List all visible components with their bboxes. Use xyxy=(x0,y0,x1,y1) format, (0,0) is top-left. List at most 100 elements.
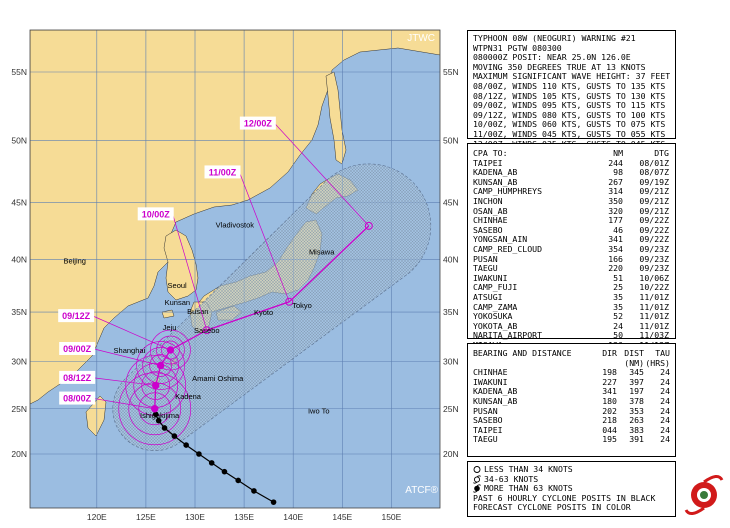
cpa-dtg: 08/01Z xyxy=(639,157,669,168)
forecast-time-label: 11/00Z xyxy=(209,167,237,177)
place-label: Iwo To xyxy=(308,407,330,416)
place-label: Ishigakijima xyxy=(140,411,180,420)
past-position-marker xyxy=(155,417,162,424)
place-label: Tokyo xyxy=(292,301,312,310)
bearing-location: CHINHAE xyxy=(473,367,508,378)
cpa-dtg: 09/23Z xyxy=(639,243,669,254)
past-position-marker xyxy=(171,433,178,439)
header-line: 09/00Z, WINDS 095 KTS, GUSTS TO 115 KTS xyxy=(473,100,666,111)
cpa-location: CAMP_FUJI xyxy=(473,282,518,293)
cpa-dtg: 11/01Z xyxy=(639,291,669,302)
cpa-distance-nm: 52 xyxy=(613,311,623,322)
bearing-dir: 227 xyxy=(602,376,617,387)
cpa-location: IWAKUNI xyxy=(473,272,508,283)
header-line: MOVING 350 DEGREES TRUE AT 13 KNOTS xyxy=(473,61,646,72)
longitude-label: 145E xyxy=(332,512,352,522)
header-line: 080000Z POSIT: NEAR 25.0N 126.0E xyxy=(473,52,631,63)
cpa-location: SASEBO xyxy=(473,224,503,235)
bearing-header-row: BEARING AND DISTANCE DIR DIST TAU xyxy=(473,348,670,359)
map-frame xyxy=(29,29,441,509)
open-circle-icon xyxy=(473,466,481,474)
cpa-distance-nm: 35 xyxy=(613,291,623,302)
past-position-marker xyxy=(270,499,277,505)
cpa-distance-nm: 51 xyxy=(613,272,623,283)
cpa-distance-nm: 314 xyxy=(608,186,623,197)
place-label: Sasebo xyxy=(194,326,219,335)
cpa-location: CAMP_ZAMA xyxy=(473,301,518,312)
bearing-location: PUSAN xyxy=(473,405,498,416)
bearing-panel: BEARING AND DISTANCE DIR DIST TAU (NM) (… xyxy=(467,343,676,457)
bearing-header-tau: TAU xyxy=(655,348,670,358)
forecast-label-leader xyxy=(94,348,161,366)
cpa-row: TAIPEI 244 08/01Z xyxy=(473,157,670,169)
bearing-row: CHINHAE 198 345 24 xyxy=(473,368,670,378)
cpa-location: CHINHAE xyxy=(473,215,508,226)
cpa-header-location: CPA TO: xyxy=(473,148,508,158)
cpa-dtg: 09/23Z xyxy=(639,253,669,264)
forecast-label-leader xyxy=(239,172,290,302)
cpa-dtg: 11/01Z xyxy=(639,311,669,322)
cpa-dtg: 09/22Z xyxy=(639,224,669,235)
cpa-row: YOKOSUKA 52 11/01Z xyxy=(473,311,670,322)
place-label: Shanghai xyxy=(114,346,146,355)
forecast-label-box xyxy=(59,370,96,384)
cpa-row: CAMP_ZAMA 35 11/01Z xyxy=(473,301,670,313)
bearing-row: SASEBO 218 263 24 xyxy=(473,416,670,426)
bearing-header-title: BEARING AND DISTANCE xyxy=(473,348,572,358)
wind-radius-ring xyxy=(138,392,172,426)
past-position-marker xyxy=(196,451,202,457)
forecast-time-label: 09/12Z xyxy=(62,311,91,321)
cpa-distance-nm: 24 xyxy=(613,320,623,331)
latitude-label-left: 50N xyxy=(11,136,27,146)
bearing-dist: 263 xyxy=(629,415,644,426)
cpa-location: CAMP_RED_CLOUD xyxy=(473,243,543,254)
cpa-dtg: 09/22Z xyxy=(639,234,669,245)
warning-header-panel: TYPHOON 08W (NEOGURI) WARNING #21 WTPN31 … xyxy=(467,30,676,148)
longitude-label: 150E xyxy=(381,512,401,522)
cpa-row: SASEBO 46 09/22Z xyxy=(473,224,670,236)
korea-peninsula xyxy=(163,229,199,301)
legend-panel: LESS THAN 34 KNOTS 34-63 KNOTS MORE THAN… xyxy=(467,461,676,517)
latitude-label-left: 20N xyxy=(11,449,27,459)
cpa-distance-nm: 25 xyxy=(613,282,623,293)
cpa-distance-nm: 267 xyxy=(608,176,623,187)
longitude-label: 140E xyxy=(283,512,303,522)
cpa-distance-nm: 46 xyxy=(613,224,623,235)
past-position-marker xyxy=(221,468,228,475)
bearing-row: PUSAN 202 353 24 xyxy=(473,405,670,417)
cpa-distance-nm: 354 xyxy=(608,243,623,254)
bearing-tau: 24 xyxy=(660,424,670,435)
cpa-distance-nm: 166 xyxy=(608,253,623,264)
bearing-row: TAIPEI 044 383 24 xyxy=(473,424,670,436)
bearing-dist: 197 xyxy=(629,386,644,397)
cpa-location: INCHON xyxy=(473,195,503,206)
latitude-label-right: 40N xyxy=(443,254,459,264)
latitude-label-left: 45N xyxy=(11,198,27,208)
bearing-row: KUNSAN_AB 180 378 24 xyxy=(473,395,670,407)
cpa-dtg: 09/19Z xyxy=(639,176,669,187)
past-position-marker xyxy=(183,442,189,448)
header-line: TYPHOON 08W (NEOGURI) WARNING #21 xyxy=(473,33,636,43)
latitude-label-right: 20N xyxy=(443,449,459,459)
cpa-row: IWAKUNI 51 10/06Z xyxy=(473,272,670,284)
bearing-location: KUNSAN_AB xyxy=(473,395,518,406)
latitude-label-right: 35N xyxy=(443,307,459,317)
bearing-header-dist: DIST xyxy=(624,348,644,358)
cpa-dtg: 11/01Z xyxy=(639,301,669,312)
cpa-row: KUNSAN_AB 267 09/19Z xyxy=(473,176,670,188)
legend-label-typhoon: MORE THAN 63 KNOTS xyxy=(484,483,573,494)
place-label: Kadena xyxy=(175,392,202,401)
wind-radius-ring xyxy=(149,354,172,377)
place-label: Kyoto xyxy=(254,308,273,317)
header-line: 08/00Z, WINDS 110 KTS, GUSTS TO 135 KTS xyxy=(473,80,666,91)
forecast-label-box xyxy=(204,165,241,179)
cpa-location: YOKOTA_AB xyxy=(473,320,518,331)
bearing-tau: 24 xyxy=(660,434,670,445)
cpa-row: TAEGU 220 09/23Z xyxy=(473,264,670,274)
forecast-label-box xyxy=(239,116,276,130)
cpa-location: KUNSAN_AB xyxy=(473,176,518,187)
place-label: Kunsan xyxy=(165,298,190,307)
cpa-dtg: 09/21Z xyxy=(639,186,669,197)
bearing-location: SASEBO xyxy=(473,415,503,426)
